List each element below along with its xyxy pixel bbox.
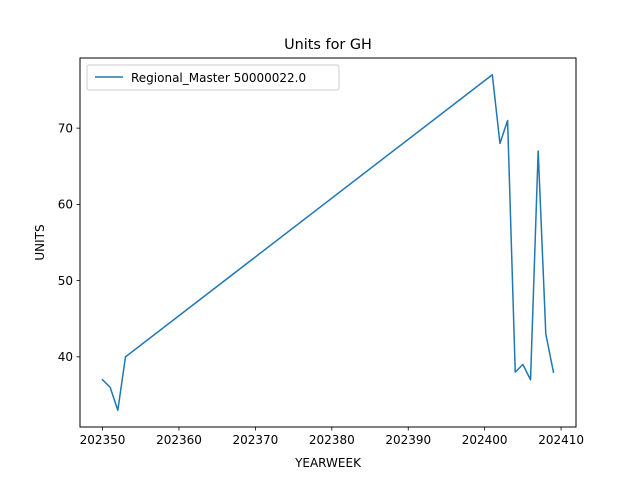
x-axis: 202350 202360 202370 202380 202390 202400 2024… [80,427,584,447]
x-tick-label: 202380 [309,433,355,447]
legend: Regional_Master 50000022.0 [86,64,340,91]
x-axis-label: YEARWEEK [294,456,362,470]
y-axis-label: UNITS [33,224,47,260]
series-layer [101,74,555,411]
x-tick-label: 202410 [538,433,584,447]
y-axis: 40 50 60 70 [58,121,80,364]
legend-box [86,64,340,91]
y-tick-label: 50 [58,274,73,288]
y-tick-label: 60 [58,198,73,212]
x-tick-label: 202350 [80,433,126,447]
x-tick-label: 202390 [385,433,431,447]
y-tick-label: 40 [58,350,73,364]
chart-title: Units for GH [284,37,372,53]
legend-entry-label: Regional_Master 50000022.0 [131,71,306,85]
x-tick-label: 202370 [232,433,278,447]
x-tick-label: 202400 [462,433,508,447]
series-line-0 [101,74,555,411]
y-tick-label: 70 [58,121,73,135]
axes-frame [79,57,577,428]
x-tick-label: 202360 [156,433,202,447]
